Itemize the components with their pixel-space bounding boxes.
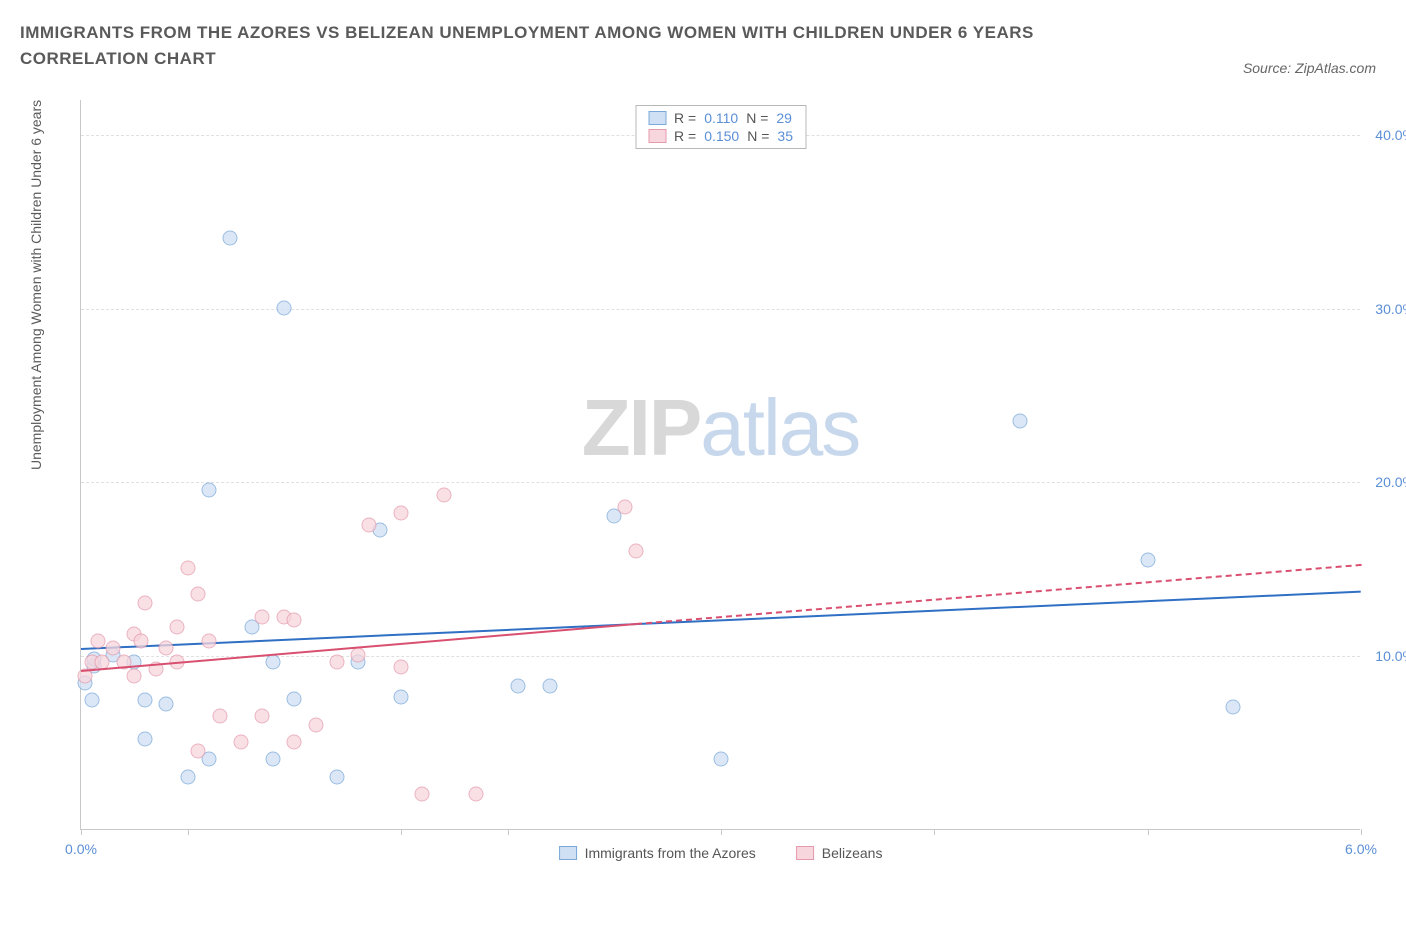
data-point [714, 752, 729, 767]
r-value-1: 0.110 [704, 110, 738, 126]
data-point [138, 596, 153, 611]
data-point [287, 691, 302, 706]
data-point [84, 693, 99, 708]
gridline [81, 482, 1360, 483]
watermark-bold: ZIP [582, 383, 700, 472]
data-point [308, 717, 323, 732]
x-tick-label: 6.0% [1345, 841, 1377, 857]
legend-stats: R = 0.110 N = 29 R = 0.150 N = 35 [635, 105, 806, 149]
plot-area: ZIPatlas R = 0.110 N = 29 R = 0.150 N = … [80, 100, 1360, 830]
data-point [436, 488, 451, 503]
data-point [287, 735, 302, 750]
data-point [133, 634, 148, 649]
data-point [255, 709, 270, 724]
data-point [618, 500, 633, 515]
data-point [212, 709, 227, 724]
watermark: ZIPatlas [582, 382, 859, 474]
data-point [362, 517, 377, 532]
data-point [159, 641, 174, 656]
data-point [191, 587, 206, 602]
watermark-light: atlas [700, 383, 859, 472]
r-value-2: 0.150 [704, 128, 739, 144]
data-point [351, 648, 366, 663]
x-tick [1361, 829, 1362, 835]
legend-item-2: Belizeans [796, 845, 883, 861]
x-tick [508, 829, 509, 835]
data-point [1226, 700, 1241, 715]
data-point [394, 689, 409, 704]
r-label: R = [674, 110, 696, 126]
data-point [159, 696, 174, 711]
data-point [287, 613, 302, 628]
swatch-series-1-b [559, 846, 577, 860]
swatch-series-2-b [796, 846, 814, 860]
swatch-series-1 [648, 111, 666, 125]
n-value-2: 35 [777, 128, 793, 144]
legend-stats-row: R = 0.150 N = 35 [648, 128, 793, 144]
data-point [255, 609, 270, 624]
legend-label-2: Belizeans [822, 845, 883, 861]
swatch-series-2 [648, 129, 666, 143]
data-point [91, 634, 106, 649]
data-point [415, 787, 430, 802]
x-tick [1148, 829, 1149, 835]
n-label: N = [747, 128, 769, 144]
x-tick [721, 829, 722, 835]
data-point [330, 655, 345, 670]
x-tick [188, 829, 189, 835]
data-point [106, 641, 121, 656]
data-point [266, 752, 281, 767]
x-tick-label: 0.0% [65, 841, 97, 857]
x-tick [934, 829, 935, 835]
legend-series: Immigrants from the Azores Belizeans [559, 845, 883, 861]
data-point [511, 679, 526, 694]
y-tick-label: 40.0% [1375, 127, 1406, 143]
data-point [234, 735, 249, 750]
data-point [127, 669, 142, 684]
data-point [276, 300, 291, 315]
data-point [266, 655, 281, 670]
data-point [1012, 413, 1027, 428]
data-point [180, 561, 195, 576]
data-point [468, 787, 483, 802]
trend-line [81, 590, 1361, 649]
chart-title: IMMIGRANTS FROM THE AZORES VS BELIZEAN U… [20, 20, 1120, 71]
y-tick-label: 20.0% [1375, 474, 1406, 490]
source-name: ZipAtlas.com [1295, 60, 1376, 76]
data-point [180, 769, 195, 784]
legend-stats-row: R = 0.110 N = 29 [648, 110, 793, 126]
data-point [543, 679, 558, 694]
data-point [191, 743, 206, 758]
source-prefix: Source: [1243, 60, 1295, 76]
data-point [202, 483, 217, 498]
y-tick-label: 10.0% [1375, 648, 1406, 664]
data-point [202, 634, 217, 649]
data-point [170, 620, 185, 635]
source-attribution: Source: ZipAtlas.com [1243, 60, 1376, 76]
chart-container: IMMIGRANTS FROM THE AZORES VS BELIZEAN U… [20, 20, 1386, 910]
data-point [628, 543, 643, 558]
r-label: R = [674, 128, 696, 144]
data-point [138, 693, 153, 708]
data-point [394, 660, 409, 675]
gridline [81, 309, 1360, 310]
data-point [223, 231, 238, 246]
x-tick [401, 829, 402, 835]
data-point [138, 731, 153, 746]
data-point [330, 769, 345, 784]
data-point [394, 505, 409, 520]
n-value-1: 29 [776, 110, 792, 126]
legend-label-1: Immigrants from the Azores [585, 845, 756, 861]
legend-item-1: Immigrants from the Azores [559, 845, 756, 861]
data-point [1140, 552, 1155, 567]
x-tick [81, 829, 82, 835]
n-label: N = [746, 110, 768, 126]
y-axis-label: Unemployment Among Women with Children U… [28, 100, 44, 470]
y-tick-label: 30.0% [1375, 301, 1406, 317]
